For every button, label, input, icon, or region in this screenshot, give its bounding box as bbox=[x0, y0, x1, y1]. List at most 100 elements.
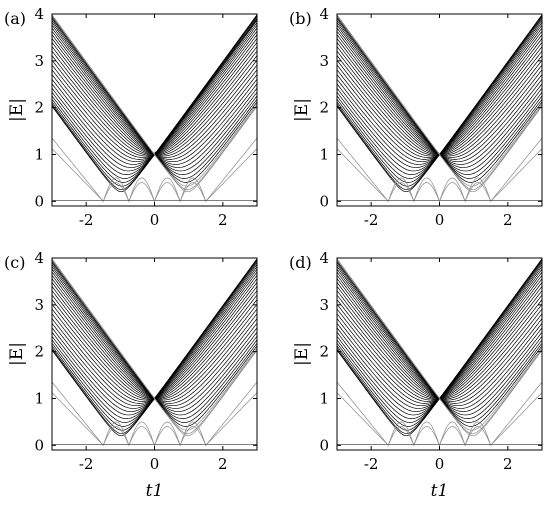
band-line-3 bbox=[337, 260, 542, 427]
panel-label: (c) bbox=[4, 253, 25, 272]
x-tick-label: -2 bbox=[364, 455, 379, 473]
band-line-16 bbox=[337, 46, 542, 156]
band-lines bbox=[337, 14, 542, 203]
x-tick-label: 0 bbox=[150, 211, 160, 229]
panel-d: -2 0 2 0 1 2 3 4 |E| t1 (d) bbox=[289, 249, 543, 501]
y-tick-label: 4 bbox=[34, 249, 44, 267]
y-tick-label: 2 bbox=[319, 99, 329, 117]
panel-c: -2 0 2 0 1 2 3 4 |E| t1 (c) bbox=[4, 249, 258, 501]
y-axis-label: |E| bbox=[292, 98, 312, 122]
y-axis-label: |E| bbox=[292, 342, 312, 366]
x-tick-label: -2 bbox=[364, 211, 379, 229]
low-arc-1 bbox=[337, 148, 542, 203]
band-line-22 bbox=[52, 24, 257, 168]
band-line-22 bbox=[52, 268, 257, 412]
y-tick-label: 4 bbox=[34, 5, 44, 23]
band-line-13 bbox=[52, 290, 257, 400]
band-line-5 bbox=[337, 20, 542, 175]
y-tick-label: 3 bbox=[319, 52, 329, 70]
y-tick-label: 0 bbox=[34, 436, 44, 454]
panel-label: (a) bbox=[4, 9, 26, 28]
y-tick-label: 1 bbox=[34, 145, 44, 163]
band-line-1 bbox=[337, 14, 542, 190]
band-line-10 bbox=[337, 278, 542, 404]
low-arc-1 bbox=[52, 148, 257, 203]
band-line-3 bbox=[52, 16, 257, 183]
x-tick-label: 2 bbox=[503, 455, 513, 473]
x-axis-label: t1 bbox=[146, 481, 164, 501]
band-line-28 bbox=[52, 14, 257, 190]
y-tick-label: 0 bbox=[319, 192, 329, 210]
band-line-24 bbox=[337, 264, 542, 419]
x-tick-label: 0 bbox=[435, 455, 445, 473]
band-line-13 bbox=[337, 290, 542, 400]
band-line-6 bbox=[52, 22, 257, 172]
band-line-8 bbox=[52, 271, 257, 409]
band-line-5 bbox=[52, 20, 257, 175]
band-line-7 bbox=[52, 24, 257, 168]
band-line-1 bbox=[52, 258, 257, 434]
low-arc-1 bbox=[52, 392, 257, 447]
x-tick-label: -2 bbox=[79, 211, 94, 229]
y-tick-label: 2 bbox=[34, 343, 44, 361]
band-line-24 bbox=[337, 20, 542, 175]
band-line-21 bbox=[337, 271, 542, 409]
band-line-23 bbox=[52, 22, 257, 172]
band-line-1 bbox=[52, 14, 257, 190]
x-tick-label: 2 bbox=[503, 211, 513, 229]
y-tick-label: 4 bbox=[319, 5, 329, 23]
band-line-6 bbox=[337, 22, 542, 172]
axes-frame bbox=[336, 13, 543, 207]
low-arc-1 bbox=[337, 392, 542, 447]
y-tick-label: 2 bbox=[319, 343, 329, 361]
band-line-13 bbox=[337, 46, 542, 156]
y-tick-label: 1 bbox=[34, 389, 44, 407]
y-tick-label: 4 bbox=[319, 249, 329, 267]
band-line-7 bbox=[337, 268, 542, 412]
panel-b: -2 0 2 0 1 2 3 4 |E| (b) bbox=[289, 5, 543, 229]
y-tick-label: 2 bbox=[34, 99, 44, 117]
x-tick-label: 2 bbox=[218, 211, 228, 229]
x-tick-label: 2 bbox=[218, 455, 228, 473]
panel-a: -2 0 2 0 1 2 3 4 |E| (a) bbox=[4, 5, 258, 229]
band-line-29 bbox=[52, 14, 257, 193]
band-line-27 bbox=[52, 259, 257, 431]
band-line-19 bbox=[337, 278, 542, 404]
band-line-23 bbox=[52, 266, 257, 416]
band-line-29 bbox=[337, 258, 542, 437]
y-tick-label: 0 bbox=[319, 436, 329, 454]
band-line-6 bbox=[337, 266, 542, 416]
band-line-8 bbox=[52, 27, 257, 165]
axes-frame bbox=[51, 13, 258, 207]
band-line-8 bbox=[337, 27, 542, 165]
band-line-7 bbox=[337, 24, 542, 168]
band-line-5 bbox=[337, 264, 542, 419]
y-tick-label: 3 bbox=[34, 296, 44, 314]
band-line-28 bbox=[52, 258, 257, 434]
band-line-26 bbox=[52, 16, 257, 183]
x-tick-label: 0 bbox=[150, 455, 160, 473]
panel-label: (b) bbox=[289, 9, 312, 28]
band-line-22 bbox=[337, 24, 542, 168]
band-line-10 bbox=[52, 278, 257, 404]
band-line-26 bbox=[337, 16, 542, 183]
band-line-7 bbox=[52, 268, 257, 412]
y-tick-label: 1 bbox=[319, 145, 329, 163]
panel-label: (d) bbox=[289, 253, 312, 272]
band-line-24 bbox=[52, 20, 257, 175]
band-line-29 bbox=[52, 258, 257, 437]
x-tick-label: 0 bbox=[435, 211, 445, 229]
y-tick-label: 0 bbox=[34, 192, 44, 210]
band-line-16 bbox=[52, 290, 257, 400]
y-axis-label: |E| bbox=[7, 98, 27, 122]
band-line-10 bbox=[337, 34, 542, 160]
band-line-19 bbox=[52, 278, 257, 404]
band-line-13 bbox=[52, 46, 257, 156]
band-lines bbox=[52, 258, 257, 447]
band-line-16 bbox=[52, 46, 257, 156]
edge-state-curve bbox=[154, 18, 257, 153]
band-line-28 bbox=[337, 258, 542, 434]
y-axis-label: |E| bbox=[7, 342, 27, 366]
band-line-2 bbox=[52, 15, 257, 187]
band-line-8 bbox=[337, 271, 542, 409]
